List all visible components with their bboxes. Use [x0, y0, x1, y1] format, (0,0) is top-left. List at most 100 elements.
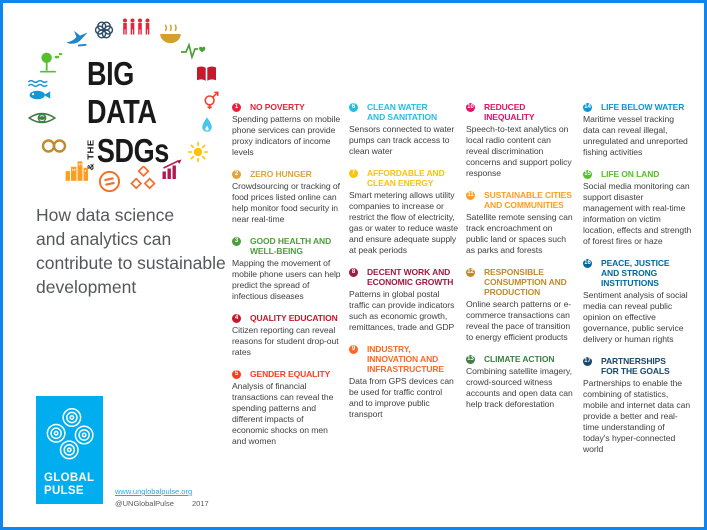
food-bowl-icon: [157, 21, 184, 47]
sdg-item-title: PEACE, JUSTICE AND STRONG INSTITUTIONS: [601, 258, 670, 289]
intro-heading: How data science and analytics can contr…: [36, 205, 226, 297]
sdg-icon-ring: BIG DATA & THE SDGs: [17, 9, 229, 195]
sdg-columns: 1 NO POVERTY Spending patterns on mobile…: [232, 102, 692, 466]
title-line-big: BIG: [87, 55, 134, 92]
sdg-item-description: Crowdsourcing or tracking of food prices…: [232, 181, 340, 225]
sdg-item-title: ZERO HUNGER: [250, 169, 312, 180]
sdg-number-badge: 5: [232, 369, 241, 379]
sdg-item-title: SUSTAINABLE CITIES AND COMMUNITIES: [484, 190, 572, 211]
sdg-item-title: RESPONSIBLE CONSUMPTION AND PRODUCTION: [484, 267, 567, 298]
sdg-item-description: Maritime vessel tracking data can reveal…: [583, 114, 688, 158]
sdg-item-title: AFFORDABLE AND CLEAN ENERGY: [367, 168, 445, 189]
sdg-item-description: Analysis of financial transactions can r…: [232, 381, 334, 447]
heartbeat-icon: [180, 40, 207, 62]
sdg-item-title: NO POVERTY: [250, 102, 305, 112]
sdg-number-badge: 9: [349, 344, 358, 354]
sdg-item-title: GENDER EQUALITY: [250, 369, 331, 380]
sdg-item: 4 QUALITY EDUCATION Citizen reporting ca…: [232, 313, 341, 358]
sdg-item-description: Data from GPS devices can be used for tr…: [349, 376, 454, 420]
city-icon: [63, 157, 91, 183]
sdg-item-description: Speech-to-text analytics on local radio …: [466, 124, 572, 179]
sdg-item-title: REDUCED INEQUALITY: [484, 102, 535, 123]
water-drop-icon: [197, 114, 217, 137]
sdg-number-badge: 11: [466, 190, 475, 200]
sdg-item: 17 PARTNERSHIPS FOR THE GOALS Partnershi…: [583, 356, 692, 455]
sdg-item-description: Online search patterns or e-commerce tra…: [466, 299, 572, 343]
sdg-number-badge: 16: [583, 258, 592, 268]
sdg-item-description: Sensors connected to water pumps can tra…: [349, 124, 455, 157]
sdg-item: 11 SUSTAINABLE CITIES AND COMMUNITIES Sa…: [466, 190, 575, 256]
sdg-item-title: INDUSTRY, INNOVATION AND INFRASTRUCTURE: [367, 344, 444, 375]
sdg-number-badge: 14: [583, 102, 592, 112]
sdg-number-badge: 6: [349, 102, 358, 112]
global-pulse-logo: GLOBAL PULSE: [36, 396, 103, 504]
sdg-item-description: Mapping the movement of mobile phone use…: [232, 258, 341, 302]
title-line-sdgs: SDGs: [96, 131, 169, 169]
sdg-number-badge: 7: [349, 168, 358, 178]
growth-chart-icon: [160, 157, 185, 181]
bird-icon: [62, 24, 93, 51]
sdg-item-title: CLEAN WATER AND SANITATION: [367, 102, 438, 123]
fish-icon: [25, 77, 54, 104]
website-link[interactable]: www.unglobalpulse.org: [115, 487, 193, 496]
sdg-column-1: 1 NO POVERTY Spending patterns on mobile…: [232, 102, 341, 466]
sdg-item-title: DECENT WORK AND ECONOMIC GROWTH: [367, 267, 454, 288]
sdg-item-title: CLIMATE ACTION: [484, 354, 555, 365]
sdg-item-description: Social media monitoring can support disa…: [583, 181, 692, 247]
global-pulse-circles-icon: [46, 408, 94, 460]
sdg-item: 2 ZERO HUNGER Crowdsourcing or tracking …: [232, 169, 341, 225]
sdg-number-badge: 12: [466, 267, 475, 277]
sdg-item: 3 GOOD HEALTH AND WELL-BEING Mapping the…: [232, 236, 341, 302]
sdg-item-title: PARTNERSHIPS FOR THE GOALS: [601, 356, 670, 377]
sdg-item: 6 CLEAN WATER AND SANITATION Sensors con…: [349, 102, 458, 157]
sdg-item: 10 REDUCED INEQUALITY Speech-to-text ana…: [466, 102, 575, 179]
twitter-handle: @UNGlobalPulse: [115, 499, 174, 508]
sdg-item-description: Partnerships to enable the combining of …: [583, 378, 691, 455]
sdg-item: 14 LIFE BELOW WATER Maritime vessel trac…: [583, 102, 692, 158]
sdg-column-4: 14 LIFE BELOW WATER Maritime vessel trac…: [583, 102, 692, 466]
sdg-item-description: Sentiment analysis of social media can r…: [583, 290, 688, 345]
tree-icon: [38, 50, 65, 76]
title-amp-the: & THE: [87, 138, 97, 170]
sdg-item-title: LIFE ON LAND: [601, 169, 660, 180]
equals-circle-icon: [97, 169, 122, 194]
sdg-number-badge: 13: [466, 354, 475, 364]
year-label: 2017: [191, 499, 209, 508]
sdg-item-description: Smart metering allows utility companies …: [349, 190, 458, 256]
title-line-data: DATA: [87, 93, 157, 131]
sdg-item: 15 LIFE ON LAND Social media monitoring …: [583, 169, 692, 247]
sdg-wheel-icon: [91, 17, 117, 43]
sdg-item-description: Satellite remote sensing can track encro…: [466, 212, 573, 256]
sdg-item: 1 NO POVERTY Spending patterns on mobile…: [232, 102, 341, 158]
sdg-item: 8 DECENT WORK AND ECONOMIC GROWTH Patter…: [349, 267, 458, 333]
sdg-number-badge: 10: [466, 102, 475, 112]
sdg-column-3: 10 REDUCED INEQUALITY Speech-to-text ana…: [466, 102, 575, 466]
sdg-item: 12 RESPONSIBLE CONSUMPTION AND PRODUCTIO…: [466, 267, 575, 343]
sdg-item: 13 CLIMATE ACTION Combining satellite im…: [466, 354, 575, 410]
sdg-number-badge: 17: [583, 356, 592, 366]
sdg-item: 7 AFFORDABLE AND CLEAN ENERGY Smart mete…: [349, 168, 458, 256]
big-data-sdgs-title: BIG DATA & THE SDGs: [87, 55, 185, 170]
sdg-number-badge: 8: [349, 267, 358, 277]
eye-globe-icon: [27, 108, 57, 128]
sdg-item-title: QUALITY EDUCATION: [250, 313, 338, 324]
sdg-item-description: Citizen reporting can reveal reasons for…: [232, 325, 339, 358]
family-icon: [121, 15, 153, 39]
social-handle-row: @UNGlobalPulse 2017: [115, 499, 209, 508]
book-icon: [194, 62, 219, 86]
sdg-item-title: GOOD HEALTH AND WELL-BEING: [250, 236, 332, 257]
sdg-item-description: Patterns in global postal traffic can pr…: [349, 289, 455, 333]
sdg-item: 9 INDUSTRY, INNOVATION AND INFRASTRUCTUR…: [349, 344, 458, 420]
gender-symbol-icon: [200, 88, 222, 111]
sdg-item-description: Combining satellite imagery, crowd-sourc…: [466, 366, 573, 410]
sdg-number-badge: 2: [232, 169, 241, 179]
sdg-item-title: LIFE BELOW WATER: [601, 102, 685, 112]
sdg-number-badge: 4: [232, 313, 241, 323]
global-pulse-wordmark: GLOBAL PULSE: [44, 472, 95, 497]
sdg-number-badge: 3: [232, 236, 241, 246]
sdg-item: 16 PEACE, JUSTICE AND STRONG INSTITUTION…: [583, 258, 692, 345]
sun-icon: [186, 140, 210, 164]
sdg-number-badge: 15: [583, 169, 592, 179]
cubes-icon: [130, 166, 157, 193]
